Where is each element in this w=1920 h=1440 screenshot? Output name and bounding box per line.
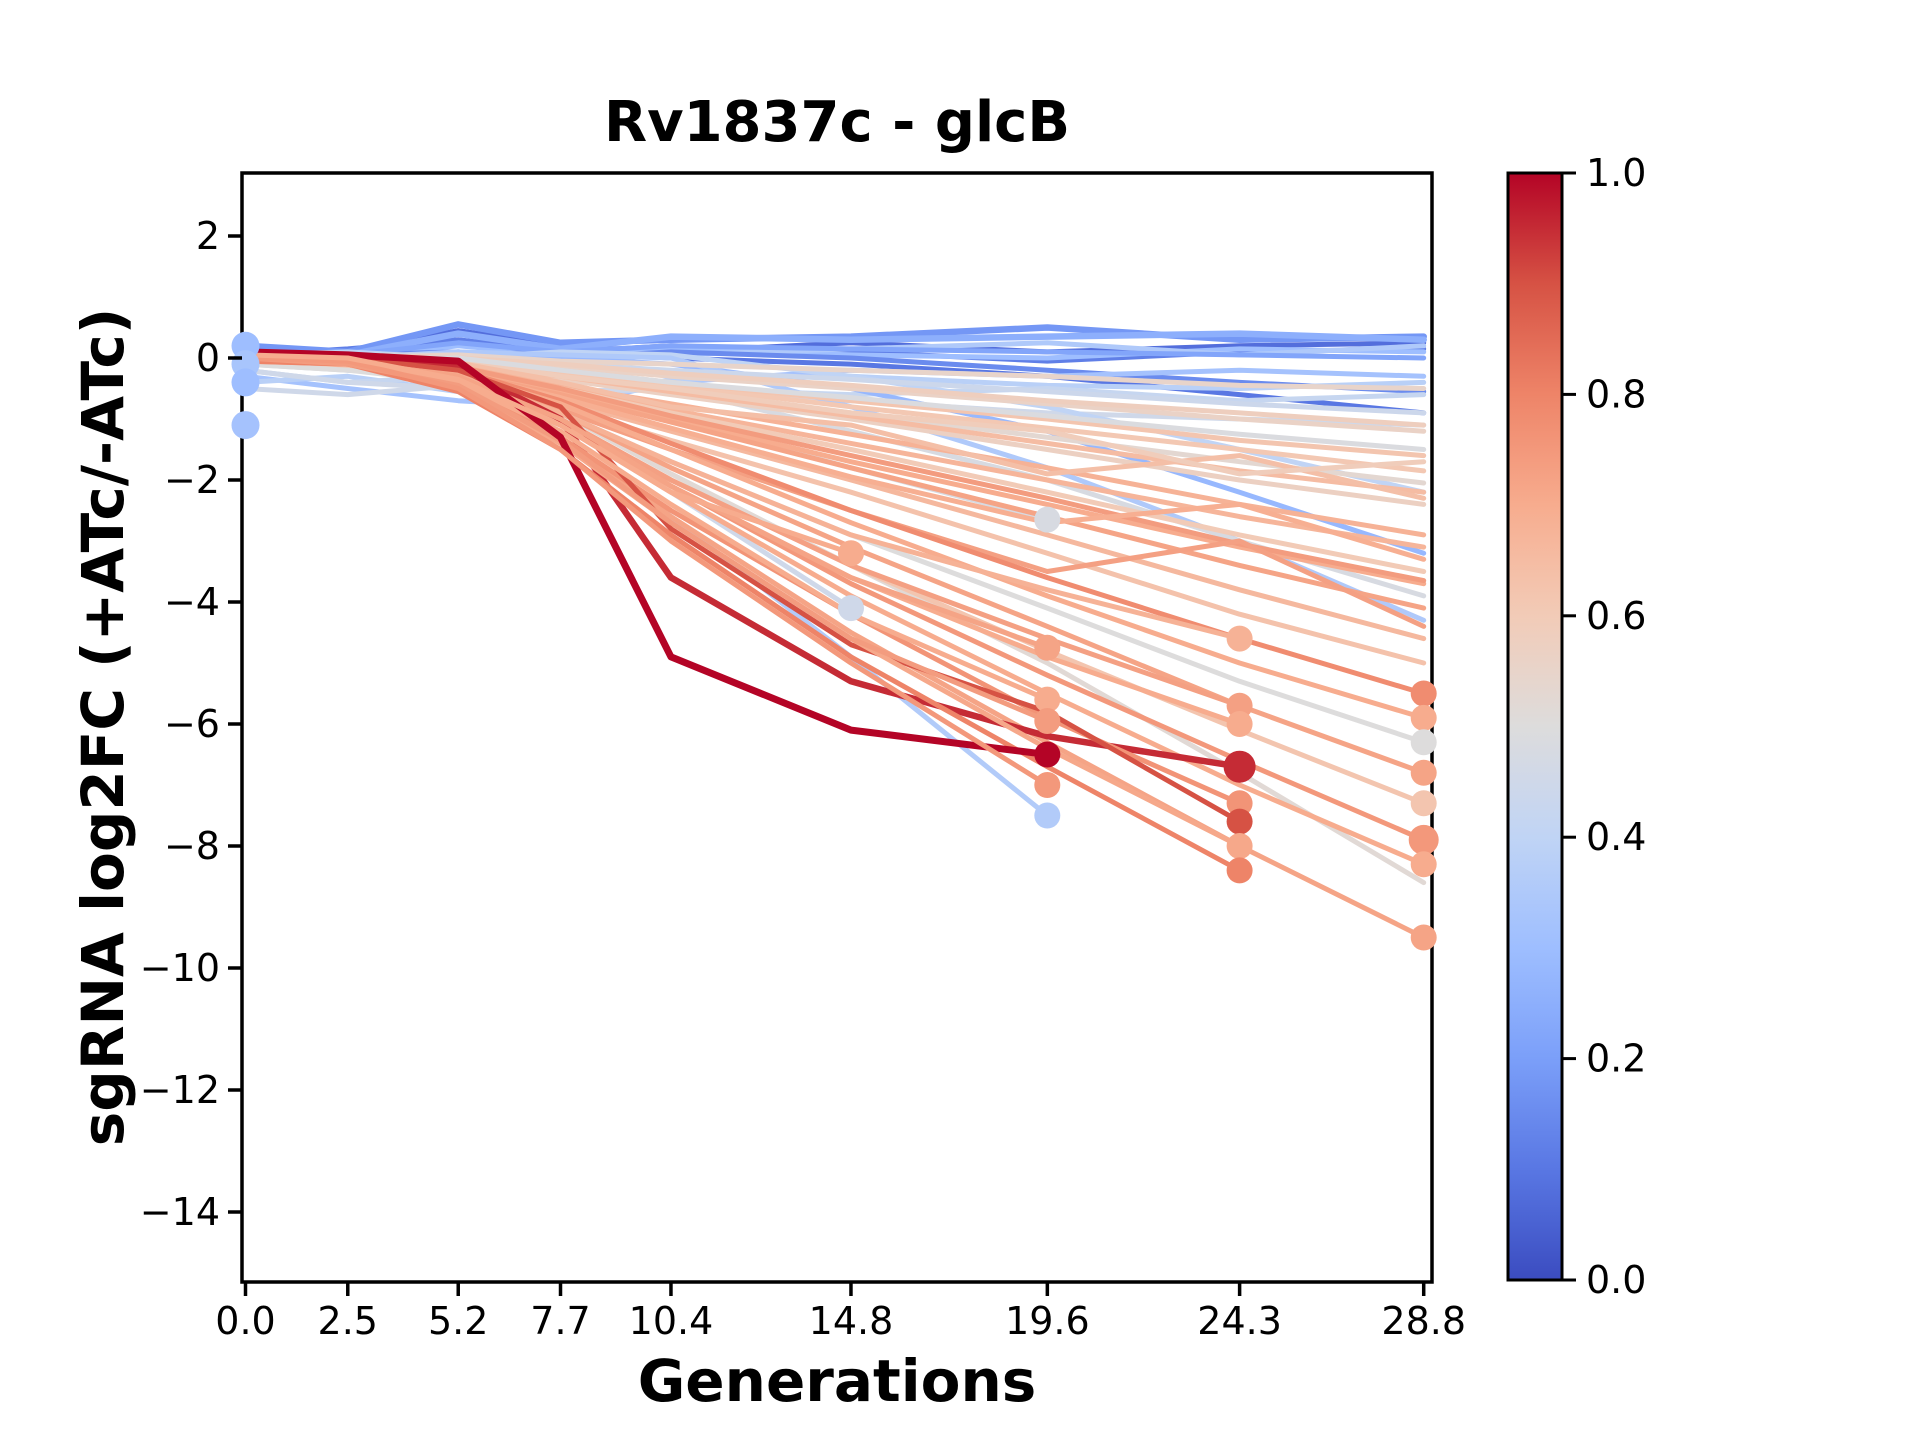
x-tick-label: 10.4 xyxy=(629,1299,714,1343)
y-tick-label: 0 xyxy=(196,336,220,380)
endpoint-marker xyxy=(1410,924,1437,951)
x-tick-label: 19.6 xyxy=(1005,1299,1090,1343)
endpoint-marker xyxy=(1410,851,1437,878)
endpoint-marker xyxy=(1034,772,1061,798)
x-tick-label: 0.0 xyxy=(215,1299,275,1343)
x-axis-ticks: 0.0 2.5 5.2 7.7 10.4 14.8 19.6 24.3 28.8 xyxy=(215,1282,1466,1343)
endpoint-marker xyxy=(1034,708,1061,734)
endpoint-marker xyxy=(1223,750,1256,783)
sgRNA-trace xyxy=(242,330,1427,359)
y-axis-label: sgRNA log2FC (+ATc/-ATc) xyxy=(69,307,137,1147)
endpoint-marker xyxy=(1226,625,1253,652)
x-tick-label: 24.3 xyxy=(1197,1299,1282,1343)
colorbar-tick-label: 0.6 xyxy=(1586,594,1646,638)
endpoint-marker xyxy=(1226,857,1253,884)
x-tick-label: 28.8 xyxy=(1381,1299,1466,1343)
endpoint-marker xyxy=(1410,704,1437,731)
x-tick-label: 14.8 xyxy=(809,1299,894,1343)
x-tick-label: 2.5 xyxy=(318,1299,378,1343)
y-tick-label: −10 xyxy=(140,946,220,990)
endpoint-marker xyxy=(1034,686,1061,713)
endpoint-marker xyxy=(1410,759,1437,786)
chart-title: Rv1837c - glcB xyxy=(603,90,1071,155)
x-tick-label: 5.2 xyxy=(428,1299,488,1343)
endpoint-marker xyxy=(1226,692,1253,719)
endpoint-marker xyxy=(1410,790,1437,817)
endpoint-marker xyxy=(1226,833,1253,859)
colorbar-tick-label: 0.2 xyxy=(1586,1037,1646,1081)
x-tick-label: 7.7 xyxy=(530,1299,590,1343)
sgRNA-trace xyxy=(243,355,1050,788)
origin-dropout-marker xyxy=(231,368,260,397)
sgRNA-trace xyxy=(243,340,1427,361)
endpoint-marker xyxy=(1408,824,1439,855)
colorbar-tick-label: 0.0 xyxy=(1586,1258,1646,1302)
origin-dropout-marker xyxy=(231,411,260,440)
colorbar-tick-label: 1.0 xyxy=(1586,151,1646,195)
y-tick-label: −4 xyxy=(164,580,220,624)
y-axis-ticks: 2 0 −2 −4 −6 −8 −10 −12 −14 xyxy=(140,214,242,1234)
sgRNA-trace xyxy=(243,352,854,556)
y-tick-label: −12 xyxy=(140,1068,220,1112)
endpoint-marker xyxy=(1410,680,1437,707)
x-axis-label: Generations xyxy=(637,1347,1037,1415)
y-tick-label: −14 xyxy=(140,1190,220,1234)
endpoint-marker xyxy=(1226,790,1253,817)
colorbar-tick-label: 0.8 xyxy=(1586,372,1646,416)
endpoint-marker xyxy=(1226,711,1253,737)
endpoint-marker xyxy=(1034,741,1061,768)
y-tick-label: −6 xyxy=(164,702,220,746)
colorbar-bar xyxy=(1506,171,1564,1282)
endpoint-marker xyxy=(838,540,864,567)
endpoint-marker xyxy=(838,595,864,622)
colorbar-tick-label: 0.4 xyxy=(1586,815,1646,859)
endpoint-marker xyxy=(1034,506,1061,533)
sgRNA-trace xyxy=(242,348,1051,758)
endpoint-marker xyxy=(1034,802,1061,829)
endpoint-marker xyxy=(1410,729,1437,756)
y-tick-label: 2 xyxy=(196,214,220,258)
y-tick-label: −8 xyxy=(164,824,220,868)
series-markers xyxy=(231,331,1439,951)
y-tick-label: −2 xyxy=(164,458,220,502)
endpoint-marker xyxy=(1226,808,1253,835)
endpoint-marker xyxy=(1034,634,1061,661)
colorbar: 0.0 0.2 0.4 0.6 0.8 1.0 xyxy=(1506,151,1646,1302)
series-lines xyxy=(242,321,1427,940)
